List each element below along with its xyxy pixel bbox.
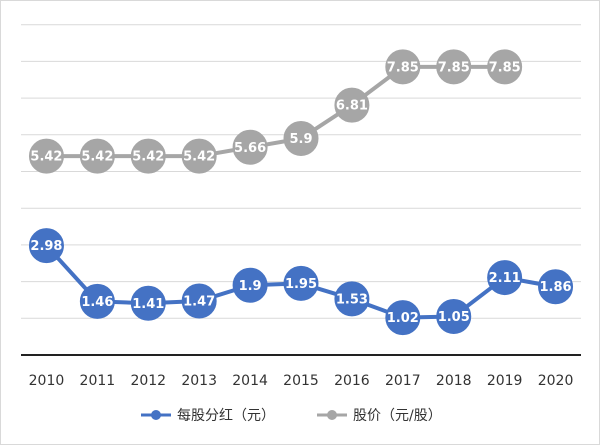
x-tick-label: 2017	[385, 373, 421, 389]
x-tick-label: 2016	[334, 373, 370, 389]
data-label: 5.42	[132, 150, 164, 165]
legend-item: 股价（元/股）	[317, 408, 442, 424]
data-label: 1.46	[81, 295, 113, 310]
legend-item: 每股分红（元）	[141, 408, 275, 424]
data-label: 7.85	[438, 60, 470, 75]
x-tick-label: 2010	[29, 373, 65, 389]
data-point	[283, 265, 319, 301]
x-tick-label: 2013	[181, 373, 217, 389]
data-label: 5.42	[81, 150, 113, 165]
data-point	[130, 285, 166, 321]
data-label: 2.11	[489, 271, 521, 286]
x-tick-label: 2018	[436, 373, 472, 389]
data-point	[181, 138, 217, 174]
data-point	[334, 281, 370, 317]
data-label: 5.9	[289, 132, 312, 147]
data-point	[79, 283, 115, 319]
x-tick-label: 2011	[80, 373, 116, 389]
legend-swatch-marker	[327, 410, 337, 420]
data-point	[436, 49, 472, 85]
data-label: 5.66	[234, 141, 266, 156]
data-label: 1.86	[540, 280, 572, 295]
legend-label: 每股分红（元）	[177, 408, 275, 424]
data-point	[487, 49, 523, 85]
x-tick-label: 2020	[538, 373, 574, 389]
data-label: 1.41	[132, 297, 164, 312]
data-label: 6.81	[336, 99, 368, 114]
data-point	[436, 298, 472, 334]
data-label: 5.42	[183, 150, 215, 165]
data-point	[232, 267, 268, 303]
data-label: 2.98	[30, 239, 62, 254]
data-label: 1.05	[438, 310, 470, 325]
data-point	[283, 120, 319, 156]
data-label: 7.85	[489, 60, 521, 75]
legend: 每股分红（元） 股价（元/股）	[141, 408, 442, 424]
data-point	[79, 138, 115, 174]
data-point	[130, 138, 166, 174]
data-label: 1.47	[183, 295, 215, 310]
data-point	[334, 87, 370, 123]
legend-label: 股价（元/股）	[353, 408, 442, 424]
data-label: 1.95	[285, 277, 317, 292]
x-tick-label: 2019	[487, 373, 523, 389]
x-tick-label: 2014	[232, 373, 268, 389]
data-point	[385, 300, 421, 336]
series-1: 5.42 5.42 5.42 5.42 5.66 5.9 6.81 7.85 7.85 7.85	[28, 49, 523, 174]
x-axis-labels: 2010 2011 2012 2013 2014 2015 2016 2017 2018 2019…	[29, 373, 574, 389]
series-0: 2.98 1.46 1.41 1.47 1.9 1.95 1.53 1.02 1.05 2.11 1…	[28, 228, 574, 336]
data-point	[232, 129, 268, 165]
data-label: 1.9	[239, 279, 262, 294]
series-line	[46, 64, 505, 159]
data-point	[181, 283, 217, 319]
data-point	[28, 228, 64, 264]
data-label: 1.53	[336, 292, 368, 307]
legend-swatch-marker	[151, 410, 161, 420]
data-point	[385, 49, 421, 85]
data-point	[487, 260, 523, 296]
data-label: 5.42	[30, 150, 62, 165]
x-tick-label: 2012	[130, 373, 166, 389]
data-point	[28, 138, 64, 174]
x-tick-label: 2015	[283, 373, 319, 389]
data-point	[538, 269, 574, 305]
data-label: 1.02	[387, 311, 419, 326]
data-label: 7.85	[387, 60, 419, 75]
